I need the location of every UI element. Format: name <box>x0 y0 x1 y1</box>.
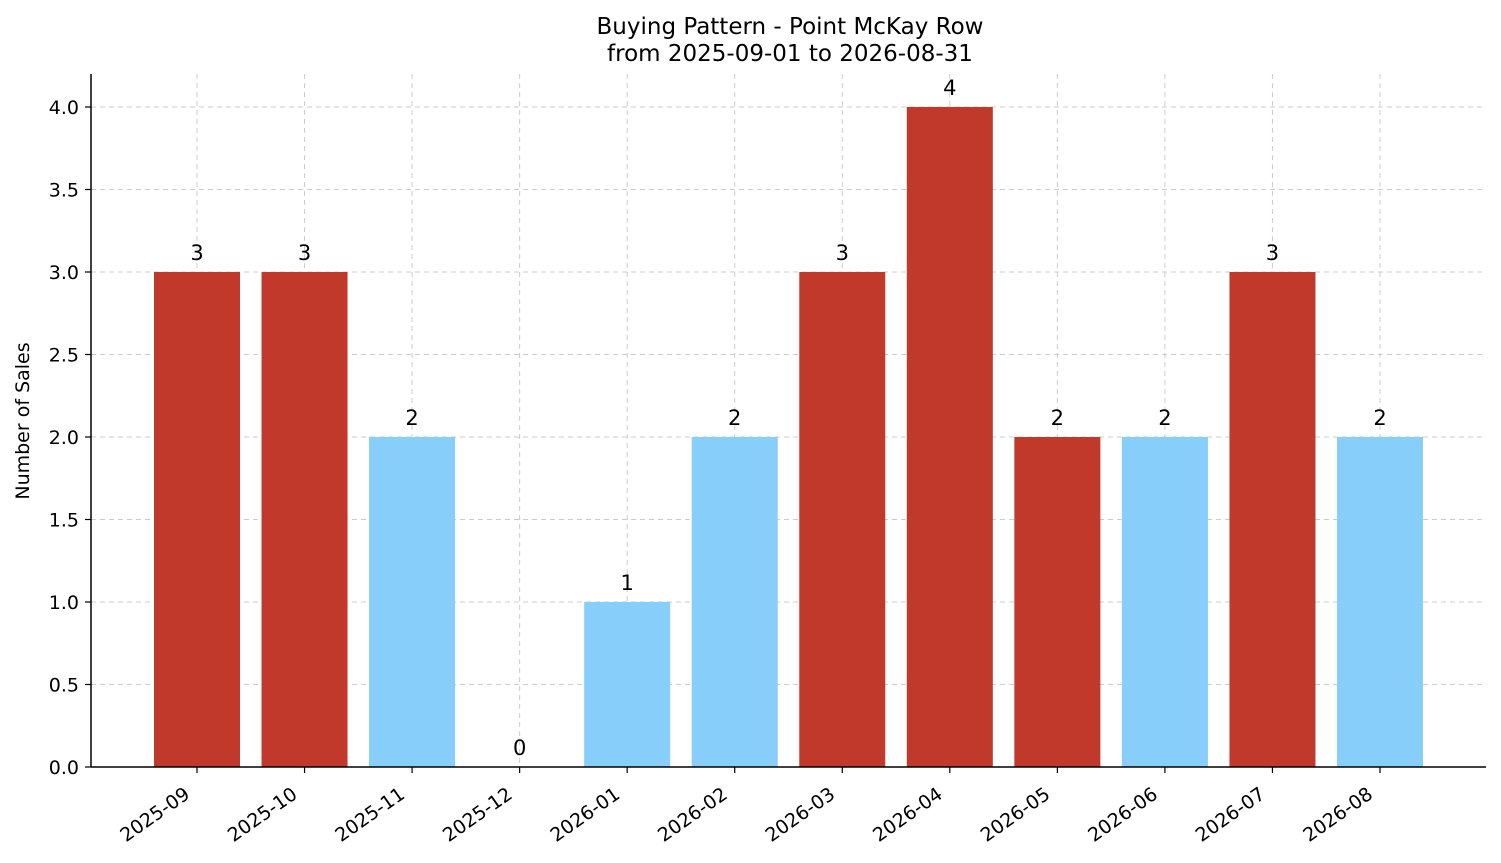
bar-2026-02 <box>691 437 778 767</box>
y-tick-label: 0.0 <box>49 757 79 779</box>
bar-2026-04 <box>906 107 993 767</box>
x-tick-label-2025-10: 2025-10 <box>224 783 302 847</box>
chart-title: Buying Pattern - Point McKay Row <box>597 14 984 40</box>
value-label-2026-04: 4 <box>943 76 956 100</box>
value-label-2025-09: 3 <box>190 241 203 265</box>
x-tick-label-2025-11: 2025-11 <box>331 783 409 847</box>
y-tick-label: 4.0 <box>49 97 79 119</box>
x-tick-label-2025-12: 2025-12 <box>439 783 517 847</box>
bar-2026-03 <box>799 272 886 767</box>
bar-2025-11 <box>369 437 456 767</box>
value-label-2026-08: 2 <box>1373 406 1386 430</box>
bar-2026-01 <box>584 602 671 767</box>
y-tick-label: 1.0 <box>49 592 79 614</box>
x-tick-label-2025-09: 2025-09 <box>116 783 194 847</box>
value-label-2026-03: 3 <box>836 241 849 265</box>
y-tick-label: 1.5 <box>49 510 79 532</box>
value-label-2026-07: 3 <box>1266 241 1279 265</box>
x-tick-label-2026-07: 2026-07 <box>1192 783 1270 847</box>
x-tick-label-2026-01: 2026-01 <box>546 783 624 847</box>
x-tick-label-2026-02: 2026-02 <box>654 783 732 847</box>
value-label-2026-02: 2 <box>728 406 741 430</box>
bar-2025-10 <box>261 272 348 767</box>
y-tick-label: 3.5 <box>49 180 79 202</box>
value-label-2026-05: 2 <box>1051 406 1064 430</box>
y-axis-label: Number of Sales <box>12 342 34 499</box>
bar-2026-07 <box>1229 272 1316 767</box>
y-tick-label: 2.5 <box>49 345 79 367</box>
value-label-2025-10: 3 <box>298 241 311 265</box>
bar-2026-05 <box>1014 437 1101 767</box>
value-label-2025-11: 2 <box>405 406 418 430</box>
bars-layer <box>154 107 1423 767</box>
y-tick-label: 2.0 <box>49 427 79 449</box>
y-tick-label: 0.5 <box>49 675 79 697</box>
chart-subtitle: from 2025-09-01 to 2026-08-31 <box>607 41 973 67</box>
x-tick-label-2026-03: 2026-03 <box>761 783 839 847</box>
bar-2026-08 <box>1337 437 1423 767</box>
axes-layer <box>85 74 1486 773</box>
x-tick-label-2026-08: 2026-08 <box>1299 783 1377 847</box>
value-label-2025-12: 0 <box>513 736 526 760</box>
x-tick-label-2026-04: 2026-04 <box>869 783 947 847</box>
x-tick-label-2026-06: 2026-06 <box>1084 783 1162 847</box>
y-tick-label: 3.0 <box>49 262 79 284</box>
bar-2025-09 <box>154 272 240 767</box>
value-label-2026-06: 2 <box>1158 406 1171 430</box>
value-label-2026-01: 1 <box>620 571 633 595</box>
bar-2026-06 <box>1121 437 1208 767</box>
x-tick-label-2026-05: 2026-05 <box>977 783 1055 847</box>
